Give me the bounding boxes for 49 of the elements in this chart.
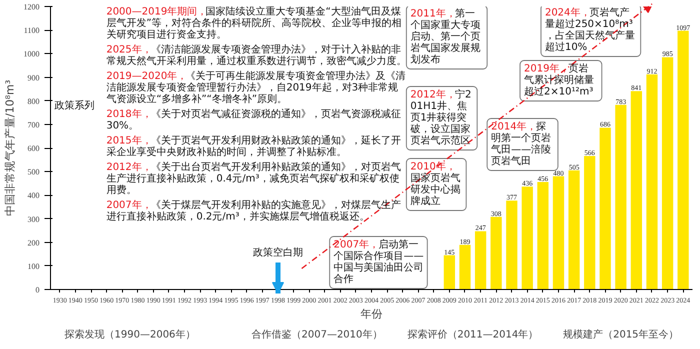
- y-axis-title: 中国非常规气年产量/10⁸m³: [4, 80, 16, 216]
- bar: [522, 186, 533, 290]
- bar: [615, 104, 626, 290]
- y-tick-label: 100: [28, 262, 40, 271]
- bar: [459, 244, 471, 290]
- y-tick-label: 500: [28, 168, 40, 177]
- bar: [568, 170, 580, 290]
- y-tick-label: 400: [28, 191, 40, 200]
- annotation: 2019—2020年，《关于可再生能源发展专项资金管理办法》及《清洁能源发展专项资金管理暂行办法》，自2019年起，对3种非常规气资源设立“多增多补”“冬增冬补”原则。: [106, 70, 406, 105]
- x-axis-title: 年份: [360, 308, 382, 320]
- annotation: 2019年，页岩气累计探明储量超过2×10¹²m³: [524, 62, 594, 98]
- y-tick-label: 900: [28, 73, 40, 82]
- y-tick-label: 1200: [24, 2, 40, 12]
- annotation: 2025年，《清洁能源发展专项资金管理办法》，对于计入补贴的非常规天然气开采利用量，通过权重系数进行调节，致密气减少力度。: [106, 44, 406, 67]
- annotation: 2011年，第一个国家重大专项启动、第一个页岩气国家发展规划发布: [410, 8, 480, 66]
- text: 合作借鉴（2007—2010年）: [252, 328, 382, 340]
- annotation: 政策系列: [54, 100, 94, 112]
- annotation: 2007年，启动第一个国际合作项目——中国与美国油田公司合作: [334, 238, 424, 285]
- y-tick-label: 0: [36, 286, 40, 294]
- bar: [584, 156, 596, 290]
- bar: [444, 255, 456, 290]
- bar: [552, 176, 564, 290]
- y-tick-label: 200: [28, 238, 40, 248]
- bar: [490, 216, 502, 290]
- y-tick-label: 300: [28, 214, 40, 224]
- bar: [678, 30, 689, 290]
- text: 规模建产（2015年至今）: [563, 328, 679, 340]
- text: 探索发现（1990—2006年）: [64, 328, 196, 340]
- annotation: 2015年，《关于页岩气开发利用财政补贴政策的通知》，延长了开采企业享受中央财政补贴的时间，并调整了补贴标准。: [106, 134, 401, 158]
- bar: [537, 182, 549, 290]
- y-tick-label: 600: [28, 144, 40, 153]
- annotation: 2012年，宁201H1井、焦页1井获得突破，设立国家页岩气示范区: [409, 88, 472, 146]
- y-tick-label: 700: [28, 120, 40, 130]
- annotation: 2024年，页岩气产量超过250×10⁸m³，占全国天然气产量超过10%: [544, 6, 635, 53]
- annotation: 2012年，《关于出台页岩气开发利用补贴政策的通知》，对页岩气生产进行直接补贴政策，0.4元/m³，减免页岩气探矿权和采矿权使用费。: [106, 161, 401, 196]
- bar: [506, 200, 518, 290]
- bar: [600, 128, 611, 290]
- bar: [630, 91, 642, 290]
- text: 探索评价（2011—2014年）: [407, 328, 538, 340]
- bar: [662, 57, 674, 290]
- text: 2018年，《关于对页岩气减征资源税的通知》，页岩气资源税减征30%。: [106, 109, 401, 132]
- annotation: 政策空白期: [253, 246, 304, 258]
- annotation: 2007年，《关于煤层气开发利用补贴的实施意见》，对煤层气生产进行直接补贴政策，0.2元/m³，并实施煤层气增值税返还。: [106, 199, 401, 222]
- bar: [646, 74, 658, 290]
- annotation: 2014年，探明第一个页岩气田——涪陵页岩气田: [491, 120, 552, 167]
- y-tick-label: 800: [28, 96, 40, 106]
- y-tick-label: 1100: [24, 26, 40, 36]
- bar: [474, 231, 486, 290]
- y-tick-label: 1000: [24, 50, 40, 59]
